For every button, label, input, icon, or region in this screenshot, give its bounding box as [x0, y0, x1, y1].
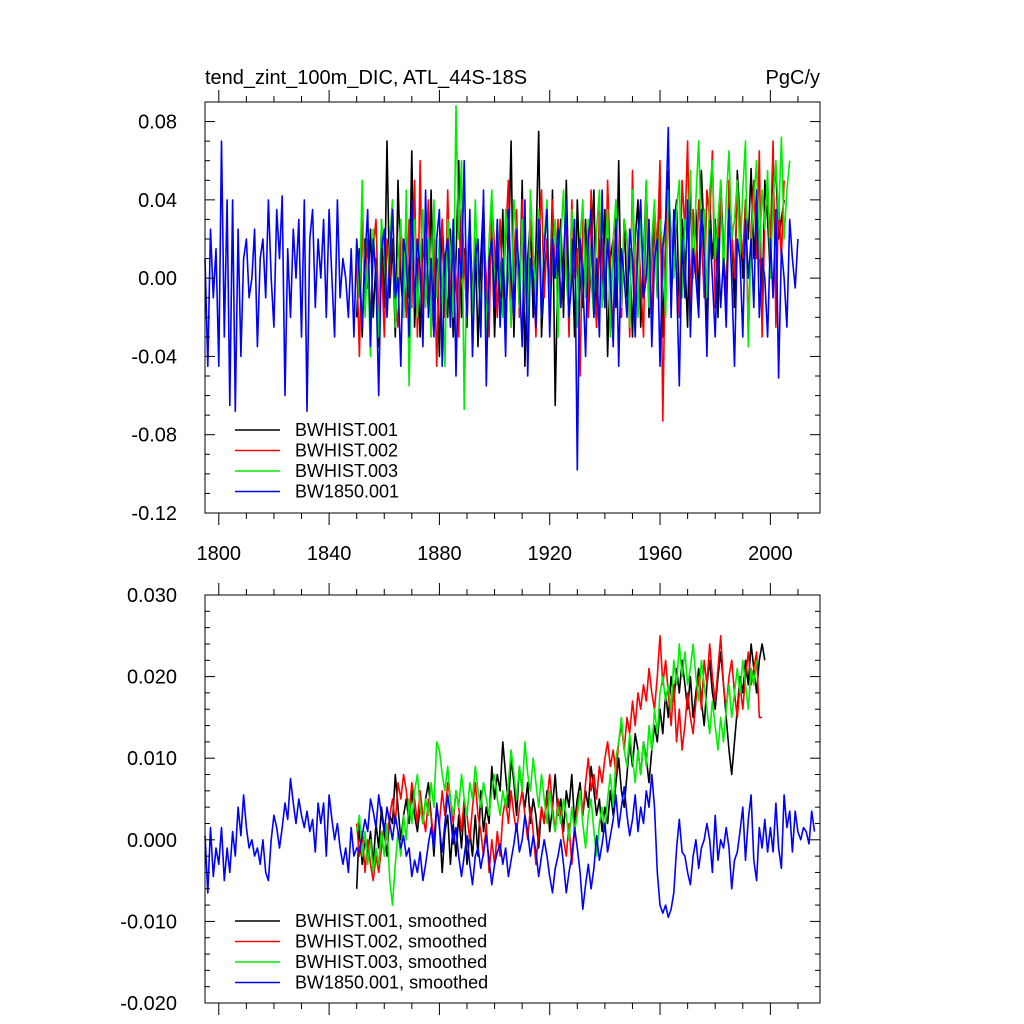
- top-xtick-label: 1840: [307, 543, 352, 565]
- bottom-ytick-label: 0.010: [127, 748, 177, 770]
- bottom-panel: -0.020 -0.010 0.000 0.010 0.020 0.030 BWHIST.…: [120, 583, 821, 1015]
- top-ytick-label: -0.12: [131, 503, 177, 525]
- bottom-ytick-label: -0.020: [120, 993, 177, 1015]
- top-xtick-label: 1800: [197, 543, 242, 565]
- bottom-legend-label-3: BWHIST.003, smoothed: [295, 952, 487, 972]
- top-ytick-label: -0.04: [131, 346, 177, 368]
- bottom-plot-frame: [204, 594, 821, 1004]
- top-series-line-3: [355, 105, 791, 411]
- top-legend-label-2: BWHIST.002: [295, 441, 398, 461]
- bottom-series-line-4: [204, 773, 816, 919]
- bottom-ytick-label: 0.030: [127, 585, 177, 607]
- top-series-line-4: [204, 126, 799, 471]
- top-plot-frame: [204, 101, 821, 514]
- top-panel: tend_zint_100m_DIC, ATL_44S-18S PgC/y -0…: [131, 67, 821, 565]
- bottom-series-group: [204, 634, 816, 919]
- bottom-series-line-2: [355, 634, 763, 882]
- bottom-ytick-label: 0.020: [127, 667, 177, 689]
- top-legend-label-3: BWHIST.003: [295, 461, 398, 481]
- top-xtick-label: 1960: [638, 543, 683, 565]
- top-legend-label-4: BW1850.001: [295, 482, 399, 502]
- top-axes: -0.12 -0.08 -0.04 0.00 0.04 0.08 1800 1840 1880 1…: [131, 90, 820, 565]
- top-xtick-label: 2000: [748, 543, 793, 565]
- top-chart-units: PgC/y: [766, 67, 820, 89]
- top-ytick-label: -0.08: [131, 425, 177, 447]
- bottom-series-line-3: [355, 643, 758, 906]
- top-series-group: [204, 105, 799, 471]
- top-xtick-label: 1920: [527, 543, 572, 565]
- bottom-ytick-label: 0.000: [127, 830, 177, 852]
- bottom-legend-label-1: BWHIST.001, smoothed: [295, 911, 487, 931]
- top-chart-title: tend_zint_100m_DIC, ATL_44S-18S: [205, 67, 527, 89]
- top-ytick-label: 0.00: [138, 268, 177, 290]
- bottom-legend-label-4: BW1850.001, smoothed: [295, 973, 488, 993]
- top-legend-label-1: BWHIST.001: [295, 420, 398, 440]
- top-xtick-label: 1880: [417, 543, 462, 565]
- bottom-legend-label-2: BWHIST.002, smoothed: [295, 932, 487, 952]
- top-ytick-label: 0.04: [138, 190, 177, 212]
- bottom-ytick-label: -0.010: [120, 911, 177, 933]
- top-ytick-label: 0.08: [138, 112, 177, 134]
